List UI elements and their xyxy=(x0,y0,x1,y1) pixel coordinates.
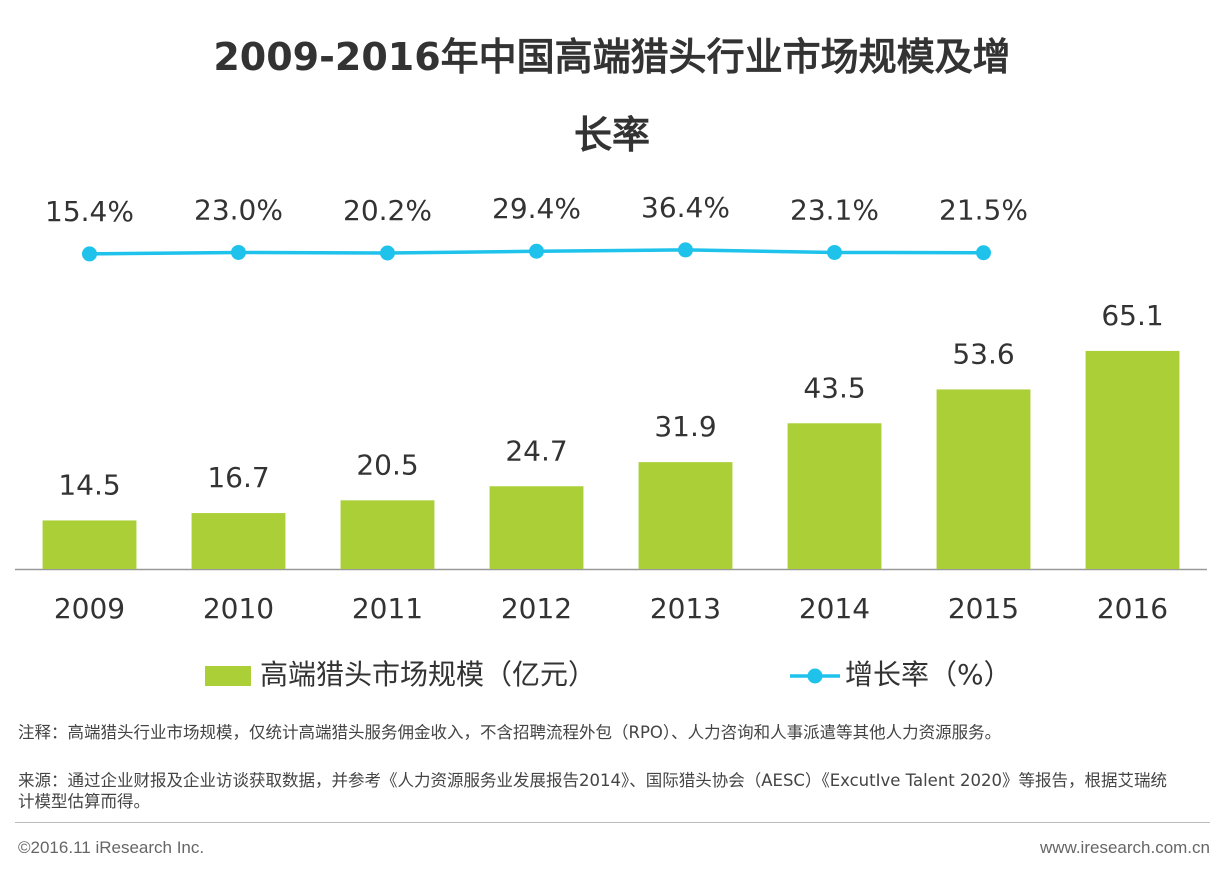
data-label: 21.5% xyxy=(939,194,1028,227)
note: 注释：高端猎头行业市场规模，仅统计高端猎头服务佣金收入，不含招聘流程外包（RPO… xyxy=(18,723,1002,742)
line-point xyxy=(529,243,544,259)
x-tick-label: 2009 xyxy=(54,592,125,625)
line-point xyxy=(976,245,991,261)
data-label: 29.4% xyxy=(492,192,581,225)
data-label: 20.5 xyxy=(356,448,418,481)
x-tick-label: 2016 xyxy=(1097,592,1168,625)
separator xyxy=(15,822,1210,823)
line-point xyxy=(231,244,246,260)
data-label: 16.7 xyxy=(207,461,269,494)
data-label: 14.5 xyxy=(58,468,120,501)
line-point xyxy=(827,244,842,260)
data-label: 65.1 xyxy=(1101,299,1163,332)
bar xyxy=(1085,350,1180,569)
legend-label: 增长率（%） xyxy=(845,658,1012,691)
website: www.iresearch.com.cn xyxy=(1039,838,1210,857)
legend-swatch xyxy=(807,668,823,684)
data-label: 15.4% xyxy=(45,195,134,228)
data-label: 36.4% xyxy=(641,191,730,224)
bar xyxy=(936,389,1031,569)
bar xyxy=(787,423,882,569)
data-label: 24.7 xyxy=(505,434,567,467)
data-label: 20.2% xyxy=(343,194,432,227)
x-tick-label: 2015 xyxy=(948,592,1019,625)
data-label: 23.1% xyxy=(790,193,879,226)
copyright: ©2016.11 iResearch Inc. xyxy=(18,838,205,857)
bar xyxy=(42,520,137,569)
legend-swatch xyxy=(205,666,251,686)
line-point xyxy=(678,242,693,258)
bar xyxy=(489,486,584,569)
data-label: 53.6 xyxy=(952,337,1014,370)
x-tick-label: 2012 xyxy=(501,592,572,625)
legend-label: 高端猎头市场规模（亿元） xyxy=(260,658,596,691)
bar xyxy=(340,500,435,569)
x-tick-label: 2010 xyxy=(203,592,274,625)
bar xyxy=(191,513,286,569)
bar xyxy=(638,462,733,569)
x-tick-label: 2011 xyxy=(352,592,423,625)
chart-title: 2009-2016年中国高端猎头行业市场规模及增长率 xyxy=(213,35,1011,157)
line-point xyxy=(380,245,395,261)
source: 来源：通过企业财报及企业访谈获取数据，并参考《人力资源服务业发展报告2014》、… xyxy=(18,771,1167,811)
data-label: 31.9 xyxy=(654,410,716,443)
line-point xyxy=(82,246,97,262)
x-tick-label: 2014 xyxy=(799,592,870,625)
data-label: 43.5 xyxy=(803,371,865,404)
x-tick-label: 2013 xyxy=(650,592,721,625)
data-label: 23.0% xyxy=(194,193,283,226)
